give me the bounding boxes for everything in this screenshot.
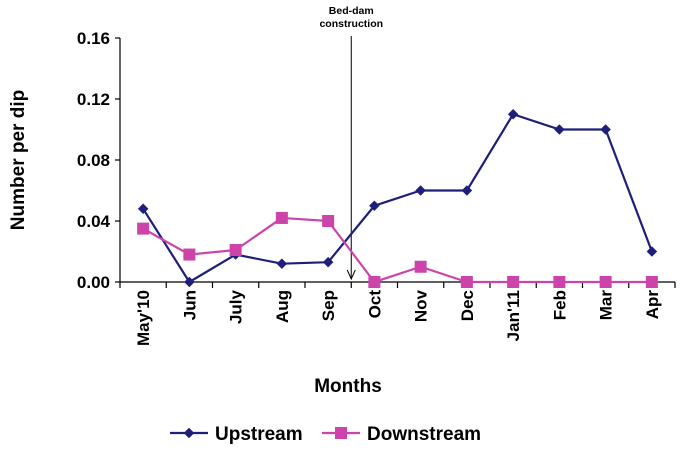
annotation-arrow-head [346, 269, 356, 281]
data-point [183, 248, 196, 261]
data-point [645, 276, 658, 288]
data-point [414, 260, 427, 273]
data-point [229, 243, 242, 256]
data-point [137, 222, 150, 235]
series-upstream [137, 108, 658, 288]
x-tick-label: Apr [643, 290, 662, 320]
y-tick-label: 0.08 [77, 151, 110, 170]
series-downstream [137, 211, 658, 288]
y-tick-label: 0.12 [77, 90, 110, 109]
x-tick-label: Jan'11 [504, 290, 523, 341]
x-tick-label: Mar [597, 290, 616, 321]
y-tick-label: 0.04 [77, 212, 111, 231]
data-point [184, 276, 195, 288]
data-point [600, 124, 611, 135]
data-point [553, 276, 566, 288]
x-tick-label: Dec [458, 290, 477, 321]
x-tick-label: July [227, 289, 246, 324]
x-tick-label: Jun [180, 290, 199, 320]
x-axis-title: Months [314, 376, 382, 397]
data-point [646, 246, 658, 257]
annotation-text: Bed-dam [329, 5, 374, 17]
legend: Upstream Downstream [170, 424, 481, 445]
x-tick-label: Nov [412, 289, 431, 322]
series-line [142, 113, 653, 284]
x-tick-label: May'10 [134, 290, 153, 346]
y-tick-label: 0.00 [77, 273, 110, 292]
series-line [142, 216, 652, 284]
y-tick-label: 0.16 [77, 29, 110, 48]
x-tick-label: Aug [273, 290, 292, 323]
data-point [461, 185, 473, 196]
data-point [554, 124, 565, 135]
data-point [369, 200, 380, 212]
annotation-text: construction [319, 18, 383, 30]
data-point [137, 203, 149, 215]
data-point [507, 276, 520, 288]
x-tick-label: Feb [550, 290, 569, 320]
data-point [507, 108, 519, 120]
legend-marker [335, 427, 347, 439]
data-point [322, 215, 335, 227]
data-point [275, 211, 288, 224]
data-point [599, 276, 612, 288]
legend-label: Downstream [367, 424, 481, 445]
data-point [368, 276, 381, 288]
data-point [276, 258, 288, 270]
legend-item-upstream: Upstream [170, 424, 303, 445]
y-tick-labels: 0.00 0.04 0.08 0.12 0.16 [77, 29, 111, 292]
data-point [415, 185, 426, 196]
data-point [322, 256, 334, 268]
legend-item-downstream: Downstream [322, 424, 481, 445]
x-tick-label: Oct [365, 290, 384, 319]
x-tick-label: Sep [319, 290, 338, 321]
data-point [460, 276, 473, 288]
y-axis-title: Number per dip [8, 90, 29, 230]
chart-axes [115, 37, 676, 288]
x-tick-labels: May'10 Jun July Aug Sep Oct Nov Dec Jan'11 Feb Mar… [134, 289, 662, 346]
legend-label: Upstream [215, 424, 303, 445]
series-lines [137, 108, 658, 288]
legend-marker [183, 427, 195, 439]
